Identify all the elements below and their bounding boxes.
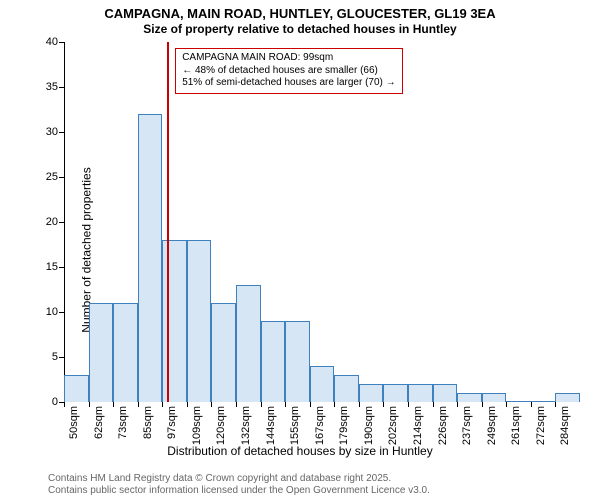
- histogram-bar: [162, 240, 187, 402]
- xtick-mark: [187, 402, 188, 407]
- xtick-label: 167sqm: [314, 406, 326, 445]
- annotation-line: 51% of semi-detached houses are larger (…: [182, 77, 395, 90]
- plot-area: 051015202530354050sqm62sqm73sqm85sqm97sq…: [64, 42, 580, 402]
- ytick-label: 20: [46, 216, 58, 228]
- histogram-bar: [285, 321, 310, 402]
- xtick-mark: [261, 402, 262, 407]
- histogram-bar: [236, 285, 261, 402]
- ytick-mark: [59, 357, 64, 358]
- xtick-label: 190sqm: [363, 406, 375, 445]
- xtick-mark: [310, 402, 311, 407]
- ytick-mark: [59, 132, 64, 133]
- xtick-mark: [555, 402, 556, 407]
- xtick-label: 179sqm: [338, 406, 350, 445]
- histogram-bar: [408, 384, 433, 402]
- xtick-label: 214sqm: [412, 406, 424, 445]
- annotation-box: CAMPAGNA MAIN ROAD: 99sqm← 48% of detach…: [175, 48, 402, 94]
- histogram-bar: [310, 366, 335, 402]
- xtick-mark: [359, 402, 360, 407]
- chart-title-main: CAMPAGNA, MAIN ROAD, HUNTLEY, GLOUCESTER…: [0, 6, 600, 21]
- xtick-label: 50sqm: [68, 406, 80, 439]
- ytick-label: 0: [52, 396, 58, 408]
- ytick-label: 15: [46, 261, 58, 273]
- xtick-label: 272sqm: [535, 406, 547, 445]
- histogram-bar: [359, 384, 384, 402]
- y-axis-line: [64, 42, 65, 402]
- xtick-mark: [113, 402, 114, 407]
- xtick-mark: [383, 402, 384, 407]
- xtick-mark: [64, 402, 65, 407]
- property-marker-line: [167, 42, 169, 402]
- histogram-bar: [64, 375, 89, 402]
- xtick-label: 249sqm: [486, 406, 498, 445]
- histogram-bar: [433, 384, 458, 402]
- ytick-mark: [59, 177, 64, 178]
- xtick-mark: [482, 402, 483, 407]
- footer-line-1: Contains HM Land Registry data © Crown c…: [48, 473, 391, 484]
- xtick-label: 261sqm: [510, 406, 522, 445]
- xtick-mark: [162, 402, 163, 407]
- xtick-mark: [138, 402, 139, 407]
- histogram-bar: [138, 114, 163, 402]
- xtick-label: 120sqm: [215, 406, 227, 445]
- xtick-label: 144sqm: [265, 406, 277, 445]
- xtick-label: 132sqm: [240, 406, 252, 445]
- footer-line-2: Contains public sector information licen…: [48, 485, 430, 496]
- xtick-mark: [408, 402, 409, 407]
- histogram-bar: [555, 393, 580, 402]
- ytick-label: 25: [46, 171, 58, 183]
- histogram-bar: [457, 393, 482, 402]
- ytick-label: 35: [46, 81, 58, 93]
- histogram-bar: [113, 303, 138, 402]
- ytick-label: 10: [46, 306, 58, 318]
- ytick-label: 40: [46, 36, 58, 48]
- xtick-label: 284sqm: [559, 406, 571, 445]
- histogram-bar: [506, 401, 531, 402]
- histogram-bar: [187, 240, 212, 402]
- xtick-mark: [89, 402, 90, 407]
- xtick-mark: [334, 402, 335, 407]
- xtick-mark: [506, 402, 507, 407]
- ytick-label: 30: [46, 126, 58, 138]
- chart-container: CAMPAGNA, MAIN ROAD, HUNTLEY, GLOUCESTER…: [0, 0, 600, 500]
- xtick-mark: [236, 402, 237, 407]
- histogram-bar: [482, 393, 507, 402]
- ytick-label: 5: [52, 351, 58, 363]
- histogram-bar: [211, 303, 236, 402]
- xtick-mark: [285, 402, 286, 407]
- xtick-mark: [531, 402, 532, 407]
- ytick-mark: [59, 42, 64, 43]
- xtick-label: 109sqm: [191, 406, 203, 445]
- x-axis-label: Distribution of detached houses by size …: [0, 444, 600, 458]
- annotation-line: CAMPAGNA MAIN ROAD: 99sqm: [182, 52, 395, 65]
- xtick-label: 237sqm: [461, 406, 473, 445]
- histogram-bar: [531, 401, 556, 402]
- ytick-mark: [59, 312, 64, 313]
- histogram-bar: [334, 375, 359, 402]
- histogram-bar: [383, 384, 408, 402]
- xtick-label: 62sqm: [93, 406, 105, 439]
- chart-title-sub: Size of property relative to detached ho…: [0, 22, 600, 36]
- xtick-label: 202sqm: [387, 406, 399, 445]
- xtick-label: 85sqm: [142, 406, 154, 439]
- xtick-mark: [433, 402, 434, 407]
- histogram-bar: [261, 321, 286, 402]
- ytick-mark: [59, 267, 64, 268]
- xtick-mark: [457, 402, 458, 407]
- xtick-mark: [211, 402, 212, 407]
- xtick-label: 97sqm: [166, 406, 178, 439]
- xtick-label: 155sqm: [289, 406, 301, 445]
- ytick-mark: [59, 87, 64, 88]
- histogram-bar: [89, 303, 114, 402]
- xtick-label: 226sqm: [437, 406, 449, 445]
- xtick-label: 73sqm: [117, 406, 129, 439]
- annotation-line: ← 48% of detached houses are smaller (66…: [182, 65, 395, 78]
- ytick-mark: [59, 222, 64, 223]
